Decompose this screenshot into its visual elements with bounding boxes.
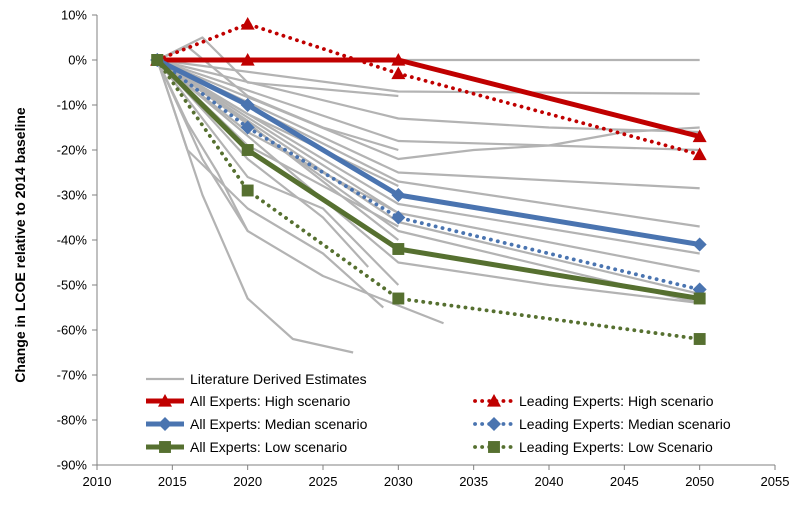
literature-line <box>156 59 399 187</box>
data-point-leading-experts-high-scenario <box>240 17 255 30</box>
x-tick-label: 2040 <box>535 474 564 489</box>
legend-item-dotted-0: Leading Experts: High scenario <box>473 393 714 409</box>
x-tick-label: 2055 <box>761 474 790 489</box>
legend-marker <box>487 417 501 431</box>
legend-label: All Experts: High scenario <box>190 393 351 409</box>
x-tick-label: 2020 <box>233 474 262 489</box>
legend-item-dotted-1: Leading Experts: Median scenario <box>473 416 731 432</box>
data-point-all-experts-median-scenario <box>692 237 707 252</box>
data-point-all-experts-median-scenario <box>391 188 406 202</box>
y-tick-label: -70% <box>57 368 88 383</box>
legend-item-dotted-2: Leading Experts: Low Scenario <box>473 439 713 455</box>
series-line-all-experts-high-scenario <box>157 57 701 139</box>
legend-item-solid-2: All Experts: Low scenario <box>146 439 347 455</box>
legend-label: Leading Experts: Median scenario <box>519 416 731 432</box>
x-tick-label: 2010 <box>83 474 112 489</box>
legend-marker <box>158 394 172 407</box>
y-tick-label: -90% <box>57 458 88 473</box>
y-tick-label: -30% <box>57 188 88 203</box>
legend-label: Leading Experts: High scenario <box>519 393 714 409</box>
y-tick-label: 10% <box>61 8 87 23</box>
axes: 10% 0% -10% -20% -30% -40% -50% -60% -70% -80% -90… <box>57 8 790 490</box>
series-line-all-experts-low-scenario <box>155 58 701 301</box>
literature-line <box>156 58 700 152</box>
literature-line <box>156 59 400 286</box>
x-tick-label: 2045 <box>610 474 639 489</box>
legend-marker <box>488 441 500 453</box>
literature-line <box>156 59 249 232</box>
y-tick-label: -40% <box>57 233 88 248</box>
literature-lines <box>156 36 700 354</box>
data-point-leading-experts-low-scenario <box>693 333 706 345</box>
scenario-series <box>150 17 707 345</box>
x-tick-label: 2015 <box>158 474 187 489</box>
literature-line <box>156 59 700 305</box>
literature-line <box>157 58 700 95</box>
data-point-all-experts-high-scenario <box>391 53 406 66</box>
y-tick-label: -10% <box>57 98 88 113</box>
series-line-leading-experts-low-scenario <box>155 58 702 341</box>
literature-line <box>156 58 700 161</box>
series-line-leading-experts-high-scenario <box>155 22 702 157</box>
x-tick-label: 2050 <box>685 474 714 489</box>
y-tick-label: -20% <box>57 143 88 158</box>
legend-item-solid-0: All Experts: High scenario <box>146 393 351 409</box>
legend-marker <box>487 394 501 407</box>
data-point-all-experts-low-scenario <box>241 144 254 156</box>
y-axis-label: Change in LCOE relative to 2014 baseline <box>12 107 28 383</box>
legend-label: Leading Experts: Low Scenario <box>519 439 713 455</box>
literature-line <box>157 58 700 134</box>
data-point-leading-experts-high-scenario <box>391 66 406 80</box>
data-point-leading-experts-high-scenario <box>692 147 707 161</box>
legend-label: All Experts: Median scenario <box>190 416 368 432</box>
data-point-all-experts-median-scenario <box>240 98 255 112</box>
x-tick-label: 2030 <box>384 474 413 489</box>
series-line-all-experts-median-scenario <box>156 57 701 247</box>
x-tick-label: 2035 <box>459 474 488 489</box>
data-point-all-experts-low-scenario <box>693 292 706 305</box>
data-point-all-experts-low-scenario <box>151 54 164 66</box>
data-point-all-experts-high-scenario <box>240 53 255 66</box>
data-point-all-experts-high-scenario <box>692 129 707 143</box>
legend-label: All Experts: Low scenario <box>190 439 347 455</box>
y-tick-label: 0% <box>68 53 87 68</box>
legend-label: Literature Derived Estimates <box>190 371 367 387</box>
legend-marker <box>159 441 171 453</box>
legend-background <box>138 368 758 461</box>
data-point-leading-experts-low-scenario <box>392 292 405 305</box>
series-line-leading-experts-median-scenario <box>155 58 702 292</box>
data-point-all-experts-low-scenario <box>392 243 405 255</box>
literature-line <box>156 59 354 354</box>
legend-item-solid-1: All Experts: Median scenario <box>146 416 368 432</box>
legend-marker <box>158 417 172 431</box>
legend: Literature Derived Estimates All Experts:… <box>138 368 758 461</box>
x-tick-label: 2025 <box>309 474 338 489</box>
data-point-leading-experts-median-scenario <box>391 210 406 225</box>
data-point-leading-experts-low-scenario <box>241 184 254 197</box>
legend-item-literature: Literature Derived Estimates <box>146 371 367 387</box>
y-tick-label: -60% <box>57 323 88 338</box>
literature-line <box>156 59 370 268</box>
literature-line <box>156 59 385 309</box>
y-tick-label: -50% <box>57 278 88 293</box>
data-point-leading-experts-median-scenario <box>240 120 255 135</box>
y-tick-label: -80% <box>57 413 88 428</box>
